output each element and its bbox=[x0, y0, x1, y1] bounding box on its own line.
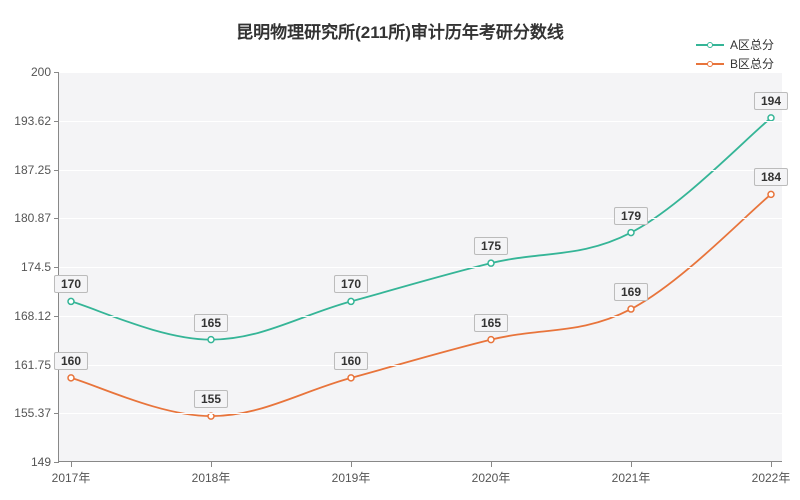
y-tick-mark bbox=[54, 72, 59, 73]
x-tick-mark bbox=[211, 462, 212, 467]
data-marker bbox=[628, 306, 634, 312]
x-tick-mark bbox=[351, 462, 352, 467]
data-marker bbox=[768, 191, 774, 197]
data-marker bbox=[628, 230, 634, 236]
y-tick-mark bbox=[54, 316, 59, 317]
data-label: 184 bbox=[754, 168, 788, 186]
chart-container: 昆明物理研究所(211所)审计历年考研分数线 A区总分 B区总分 149155.3… bbox=[0, 0, 800, 500]
data-marker bbox=[348, 298, 354, 304]
data-marker bbox=[488, 337, 494, 343]
data-marker bbox=[488, 260, 494, 266]
gridline bbox=[59, 413, 782, 414]
y-tick-mark bbox=[54, 267, 59, 268]
data-label: 170 bbox=[334, 275, 368, 293]
y-tick-mark bbox=[54, 121, 59, 122]
series-line bbox=[71, 194, 771, 416]
legend-marker-icon bbox=[707, 61, 713, 67]
legend-label: B区总分 bbox=[730, 55, 774, 72]
y-tick-label: 168.12 bbox=[14, 309, 59, 323]
data-label: 170 bbox=[54, 275, 88, 293]
series-line bbox=[71, 118, 771, 340]
chart-title: 昆明物理研究所(211所)审计历年考研分数线 bbox=[0, 18, 800, 43]
data-marker bbox=[68, 375, 74, 381]
x-tick-mark bbox=[631, 462, 632, 467]
legend-item: B区总分 bbox=[696, 55, 774, 72]
x-tick-mark bbox=[771, 462, 772, 467]
y-tick-label: 180.87 bbox=[14, 211, 59, 225]
gridline bbox=[59, 218, 782, 219]
data-label: 179 bbox=[614, 207, 648, 225]
legend-swatch bbox=[696, 44, 724, 46]
y-tick-label: 193.62 bbox=[14, 114, 59, 128]
y-tick-label: 155.37 bbox=[14, 406, 59, 420]
gridline bbox=[59, 170, 782, 171]
legend-label: A区总分 bbox=[730, 36, 774, 53]
gridline bbox=[59, 72, 782, 73]
data-label: 169 bbox=[614, 283, 648, 301]
gridline bbox=[59, 121, 782, 122]
y-tick-mark bbox=[54, 170, 59, 171]
gridline bbox=[59, 365, 782, 366]
data-marker bbox=[68, 298, 74, 304]
data-label: 194 bbox=[754, 92, 788, 110]
x-tick-mark bbox=[491, 462, 492, 467]
y-tick-mark bbox=[54, 413, 59, 414]
data-label: 165 bbox=[474, 314, 508, 332]
data-marker bbox=[348, 375, 354, 381]
legend-swatch bbox=[696, 63, 724, 65]
data-label: 165 bbox=[194, 314, 228, 332]
y-tick-mark bbox=[54, 218, 59, 219]
data-label: 160 bbox=[54, 352, 88, 370]
gridline bbox=[59, 316, 782, 317]
data-label: 160 bbox=[334, 352, 368, 370]
y-tick-label: 161.75 bbox=[14, 358, 59, 372]
legend: A区总分 B区总分 bbox=[696, 36, 774, 74]
legend-item: A区总分 bbox=[696, 36, 774, 53]
data-label: 175 bbox=[474, 237, 508, 255]
data-label: 155 bbox=[194, 390, 228, 408]
data-marker bbox=[208, 337, 214, 343]
y-tick-label: 187.25 bbox=[14, 163, 59, 177]
legend-marker-icon bbox=[707, 42, 713, 48]
plot-area: 149155.37161.75168.12174.5180.87187.2519… bbox=[58, 72, 782, 462]
x-tick-mark bbox=[71, 462, 72, 467]
gridline bbox=[59, 267, 782, 268]
